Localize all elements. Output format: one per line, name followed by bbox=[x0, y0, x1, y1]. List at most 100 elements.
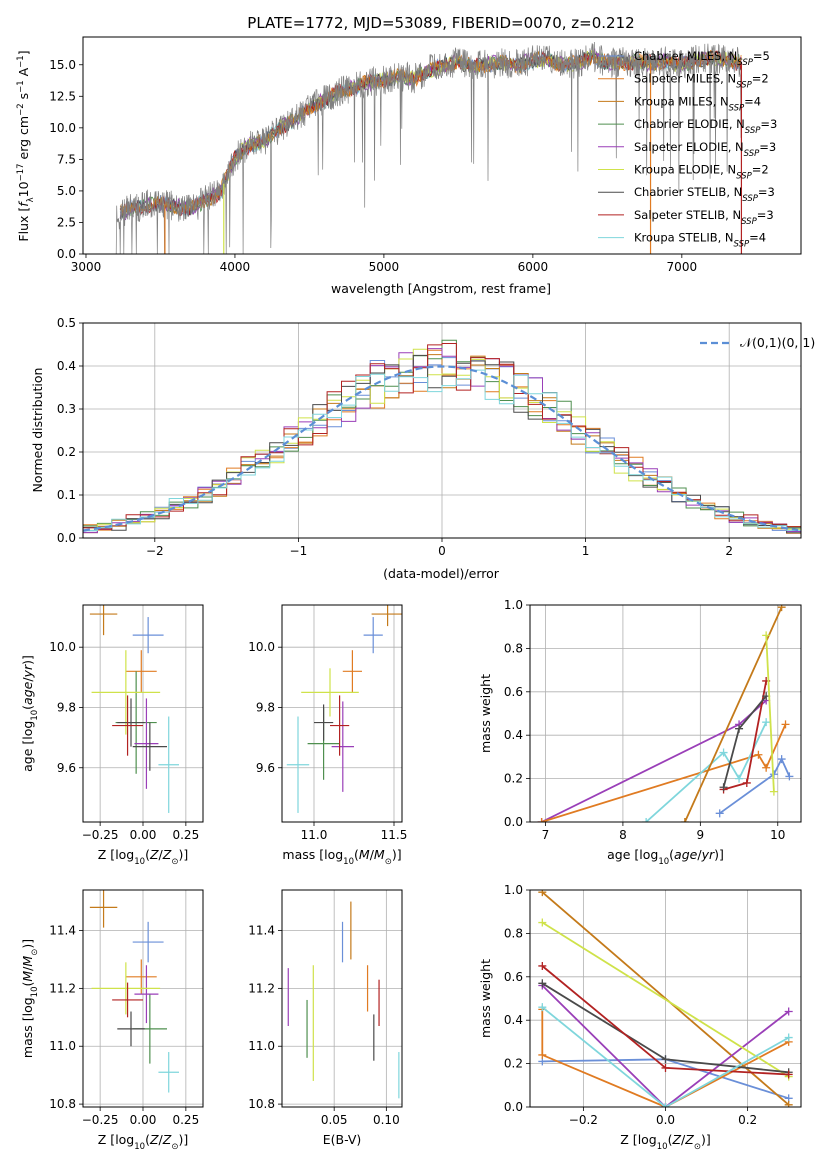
weight-marker bbox=[742, 778, 751, 787]
label-part: Kroupa ELODIE, N bbox=[634, 163, 736, 177]
label-part: s bbox=[16, 93, 31, 104]
label-part: =3 bbox=[758, 185, 775, 199]
y-tick-label: 0.1 bbox=[57, 488, 76, 502]
y-tick-label: 9.6 bbox=[256, 761, 275, 775]
x-tick-label: −2 bbox=[146, 544, 164, 558]
legend-label: Chabrier STELIB, NSSP=3 bbox=[634, 185, 775, 204]
label-part: Z bbox=[149, 1132, 159, 1147]
label-part: ] bbox=[16, 50, 31, 55]
y-tick-label: 0.8 bbox=[504, 926, 523, 940]
legend-label: Kroupa ELODIE, NSSP=2 bbox=[634, 163, 769, 182]
histogram-step bbox=[83, 343, 801, 530]
figure-title: PLATE=1772, MJD=53089, FIBERID=0070, z=0… bbox=[247, 14, 634, 32]
label-part: =3 bbox=[759, 140, 776, 154]
x-tick-label: 9 bbox=[697, 828, 705, 842]
label-part: age bbox=[20, 681, 35, 705]
label-part: A bbox=[16, 67, 31, 80]
y-tick-label: 10.0 bbox=[49, 640, 76, 654]
y-tick-label: 7.5 bbox=[57, 152, 76, 166]
age-vs-mass-panel: 11.0 11.5 9.6 9.8 10.0 bbox=[248, 604, 407, 842]
weight-marker bbox=[762, 718, 771, 727]
label-part: Z [ bbox=[620, 1132, 637, 1147]
label-part: Z [ bbox=[98, 847, 115, 862]
x-tick-label: −0.2 bbox=[569, 1113, 598, 1127]
x-tick-label: 0.10 bbox=[373, 1113, 400, 1127]
y-tick-label: 2.5 bbox=[57, 215, 76, 229]
weight-marker bbox=[777, 605, 786, 612]
label-part: SSP bbox=[734, 240, 750, 250]
weight-line bbox=[541, 984, 790, 1107]
label-part: )] bbox=[20, 939, 35, 949]
label-part: =4 bbox=[744, 94, 761, 108]
plot-content bbox=[287, 901, 400, 1099]
weight-marker bbox=[762, 763, 771, 772]
plot-content bbox=[89, 890, 179, 1093]
label-part: ( bbox=[20, 705, 35, 710]
label-part: Kroupa STELIB, N bbox=[634, 231, 734, 245]
legend-label: Kroupa STELIB, NSSP=4 bbox=[634, 231, 766, 250]
legend-label: 𝒩(0,1)(0, 1) bbox=[740, 335, 815, 350]
x-tick-label: 7 bbox=[542, 828, 550, 842]
weight-marker bbox=[661, 1103, 670, 1107]
axes-frame bbox=[82, 889, 204, 1108]
label-part: Z bbox=[162, 1132, 172, 1147]
axes-frame bbox=[82, 604, 204, 823]
weight-marker bbox=[538, 979, 547, 988]
label-part: Z bbox=[684, 1132, 694, 1147]
axes-frame bbox=[281, 604, 403, 823]
label-part: Salpeter ELODIE, N bbox=[634, 140, 744, 154]
y-tick-label: 11.2 bbox=[49, 981, 76, 995]
data-spectrum-line bbox=[115, 41, 742, 254]
weight-marker bbox=[785, 772, 794, 781]
label-part: 10 bbox=[134, 1142, 145, 1152]
weight-marker bbox=[538, 1050, 547, 1059]
weight-marker bbox=[769, 787, 778, 796]
label-part: age [ bbox=[20, 740, 35, 772]
label-part: 10 bbox=[16, 181, 31, 197]
y-tick-label: 10.0 bbox=[49, 121, 76, 135]
label-part: λ bbox=[26, 197, 36, 202]
label-part: yr bbox=[701, 847, 715, 862]
y-tick-label: 9.8 bbox=[256, 700, 275, 714]
y-tick-label: 1.0 bbox=[504, 598, 523, 612]
y-axis-label: mass weight bbox=[478, 674, 493, 753]
x-tick-label: 7000 bbox=[667, 260, 698, 274]
label-part: age [ bbox=[607, 847, 639, 862]
x-axis-label: (data-model)/error bbox=[383, 566, 500, 581]
label-part: −2 bbox=[16, 103, 26, 116]
label-part: erg cm bbox=[16, 116, 31, 164]
weight-marker bbox=[735, 724, 744, 733]
x-axis-label: mass [log10(M/M⊙)] bbox=[282, 847, 401, 867]
weight-marker bbox=[680, 818, 689, 822]
label-part: / bbox=[20, 966, 35, 971]
label-part: mass [ bbox=[282, 847, 324, 862]
y-axis-label: mass [log10(M/M⊙)] bbox=[20, 939, 40, 1058]
weight-marker bbox=[784, 1070, 793, 1079]
label-part: )] bbox=[20, 655, 35, 665]
x-axis-label: Z [log10(Z/Z⊙)] bbox=[98, 847, 188, 867]
x-axis-label: E(B-V) bbox=[323, 1132, 362, 1147]
y-tick-label: 0.2 bbox=[504, 1057, 523, 1071]
label-part: ⊙ bbox=[171, 857, 178, 867]
y-tick-label: 0.2 bbox=[504, 772, 523, 786]
axes-frame bbox=[281, 889, 403, 1108]
label-part: −1 bbox=[16, 55, 26, 68]
y-tick-label: 0.4 bbox=[57, 359, 76, 373]
y-tick-label: 10.0 bbox=[248, 640, 275, 654]
y-axis-label: Normed distribution bbox=[30, 368, 45, 493]
label-part: SSP bbox=[742, 194, 758, 204]
label-part: 10 bbox=[30, 710, 40, 721]
weight-marker bbox=[719, 783, 728, 792]
label-part: log bbox=[324, 847, 343, 862]
y-tick-label: 5.0 bbox=[57, 184, 76, 198]
weight-marker bbox=[538, 918, 547, 927]
label-part: log bbox=[639, 847, 658, 862]
weight-marker bbox=[537, 818, 546, 822]
label-part: =3 bbox=[757, 208, 774, 222]
label-part: ⊙ bbox=[171, 1142, 178, 1152]
y-tick-label: 11.2 bbox=[248, 981, 275, 995]
residual-panel: −2 −1 0 1 2 0.0 0.1 0.2 0.3 0.4 0.5 bbox=[57, 316, 802, 558]
mass-vs-EBV-panel: 0.05 0.10 10.8 11.0 11.2 11.4 bbox=[248, 889, 403, 1127]
label-part: ⊙ bbox=[385, 857, 392, 867]
label-part: 10 bbox=[657, 1142, 668, 1152]
